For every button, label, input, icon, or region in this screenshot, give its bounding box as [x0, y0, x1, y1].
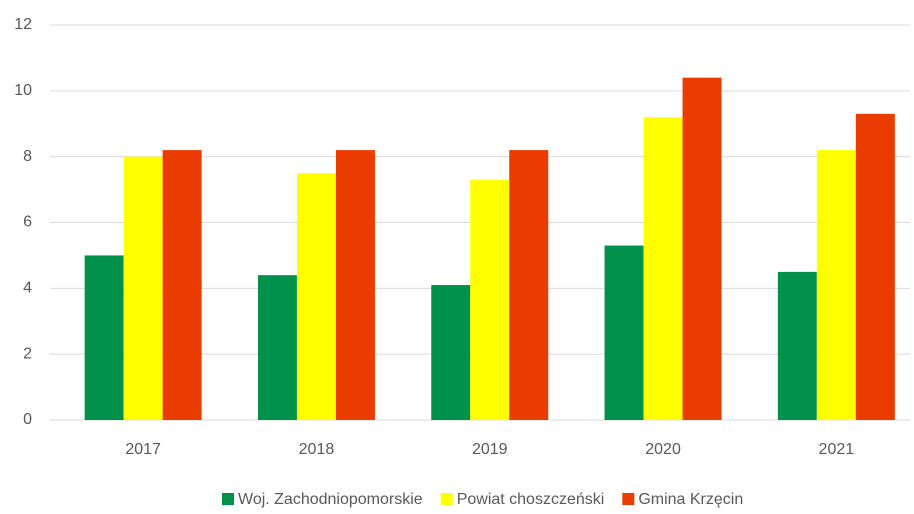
bar	[123, 156, 163, 420]
x-tick-label: 2020	[645, 441, 681, 458]
bar	[257, 275, 297, 420]
y-tick-label: 6	[23, 214, 32, 231]
bar	[162, 150, 202, 421]
y-tick-label: 8	[23, 148, 32, 165]
bar	[335, 150, 375, 421]
bar	[470, 179, 510, 420]
legend-swatch	[440, 493, 453, 505]
x-tick-label: 2019	[472, 441, 508, 458]
x-tick-label: 2018	[299, 441, 335, 458]
legend-label: Powiat choszczeński	[457, 491, 605, 508]
x-tick-label: 2017	[125, 441, 161, 458]
bar	[816, 150, 856, 421]
legend-swatch	[622, 493, 635, 505]
bar	[296, 173, 336, 420]
bar	[84, 255, 124, 420]
legend-label: Gmina Krzęcin	[638, 491, 743, 508]
x-tick-label: 2021	[819, 441, 855, 458]
bar	[431, 285, 471, 420]
y-tick-label: 12	[14, 16, 32, 33]
bar	[682, 77, 722, 421]
y-tick-label: 0	[23, 411, 32, 428]
y-tick-label: 4	[23, 280, 32, 297]
y-tick-label: 10	[14, 82, 32, 99]
legend-swatch	[222, 493, 234, 505]
bar	[777, 271, 817, 420]
bar	[855, 113, 895, 420]
legend-label: Woj. Zachodniopomorskie	[238, 491, 423, 508]
bar	[509, 150, 549, 421]
bar	[643, 117, 683, 421]
bar	[604, 245, 644, 420]
y-tick-label: 2	[23, 345, 32, 362]
